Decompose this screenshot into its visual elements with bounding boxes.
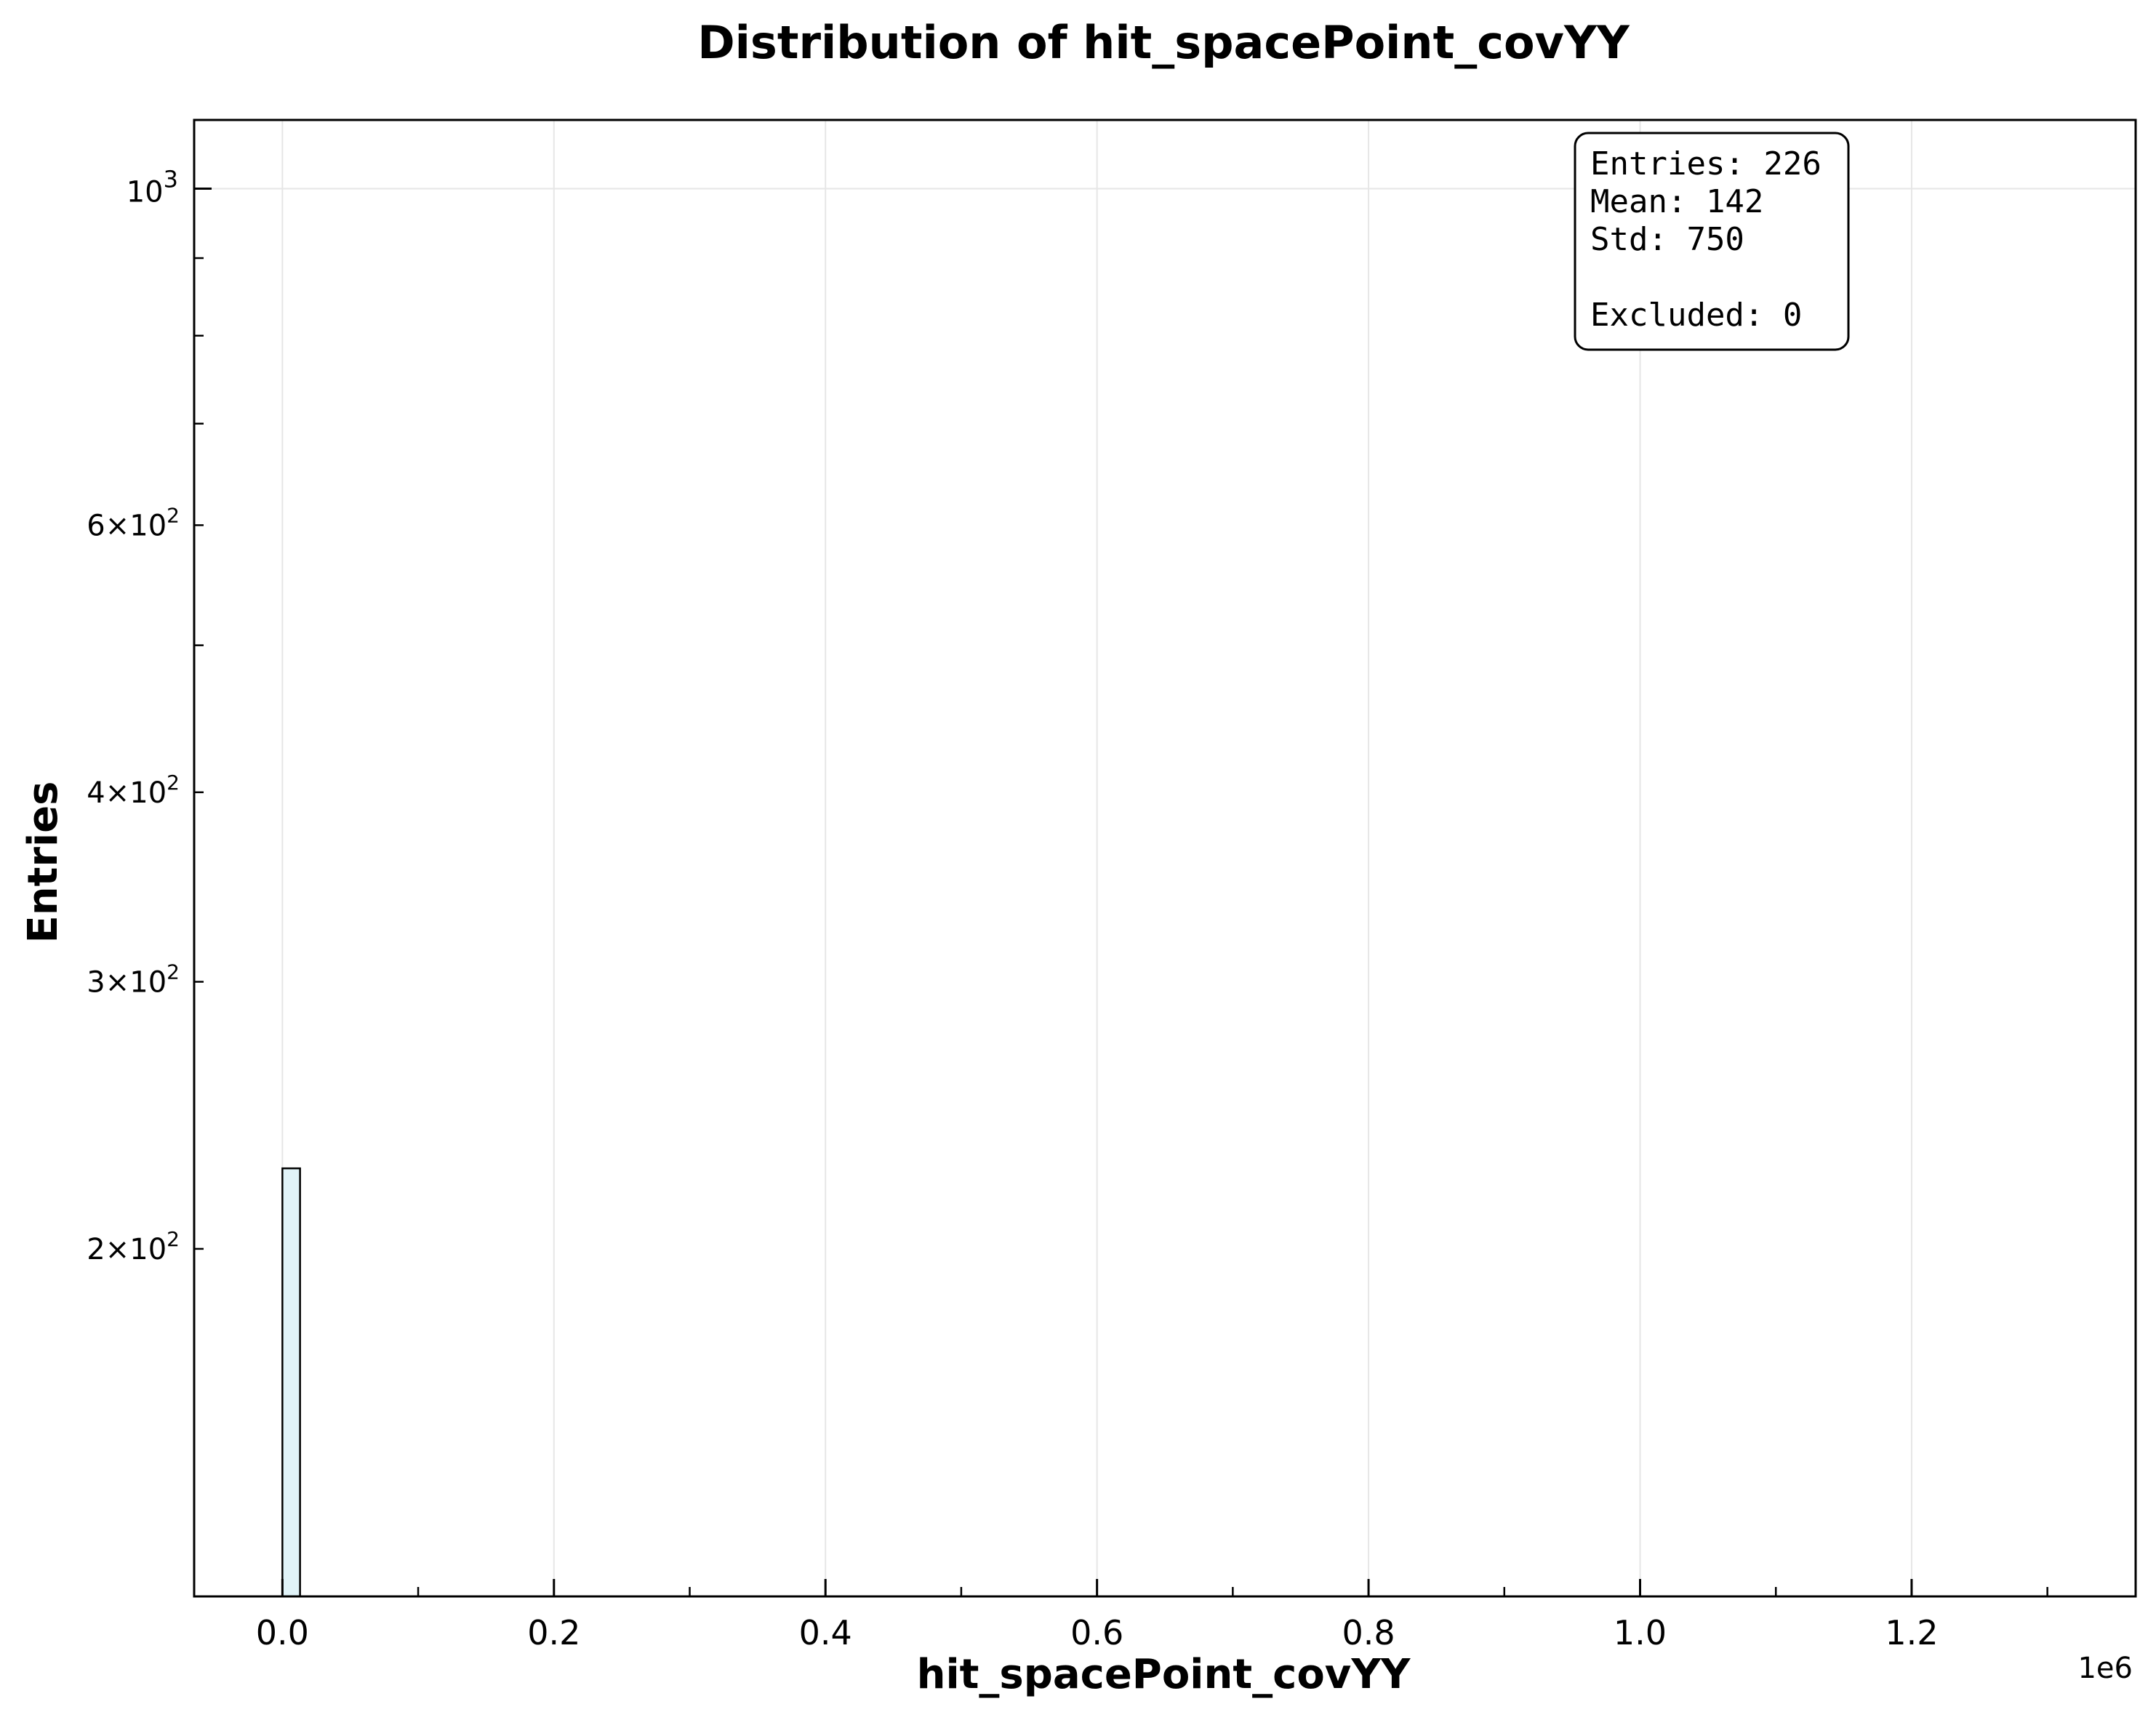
x-axis-label: hit_spacePoint_covYY — [917, 1651, 1411, 1698]
grid-lines — [194, 120, 2136, 1596]
x-tick-label: 1.2 — [1885, 1613, 1938, 1652]
y-tick-label: 3×102 — [87, 960, 180, 1000]
histogram-bars — [281, 1167, 301, 1598]
stats-entries: Entries: 226 — [1590, 145, 1822, 182]
x-tick-label: 0.0 — [256, 1613, 309, 1652]
chart-title: Distribution of hit_spacePoint_covYY — [697, 16, 1630, 69]
x-tick-label: 1.0 — [1614, 1613, 1667, 1652]
histogram-bar — [281, 1167, 301, 1598]
stats-excluded: Excluded: 0 — [1590, 297, 1802, 334]
y-axis-label: Entries — [20, 781, 67, 943]
x-axis-ticks: 0.0 0.2 0.4 0.6 0.8 1.0 1.2 — [256, 1579, 2048, 1652]
x-tick-label: 0.8 — [1342, 1613, 1395, 1652]
y-tick-label: 6×102 — [87, 503, 180, 542]
x-axis-offset-label: 1e6 — [2077, 1652, 2133, 1685]
x-tick-label: 0.6 — [1070, 1613, 1123, 1652]
x-tick-label: 0.2 — [527, 1613, 580, 1652]
stats-mean: Mean: 142 — [1590, 183, 1763, 220]
x-tick-label: 0.4 — [799, 1613, 852, 1652]
y-tick-label: 103 — [127, 166, 178, 209]
y-tick-label: 4×102 — [87, 771, 180, 810]
stats-std: Std: 750 — [1590, 221, 1744, 258]
plot-frame — [193, 118, 2137, 1598]
stats-box-frame — [1574, 132, 1850, 351]
stats-box: Entries: 226 Mean: 142 Std: 750 Excluded… — [1574, 132, 1850, 351]
y-tick-label: 2×102 — [87, 1227, 180, 1266]
y-axis-ticks: 103 6×102 4×102 3×102 2×102 — [87, 166, 212, 1266]
